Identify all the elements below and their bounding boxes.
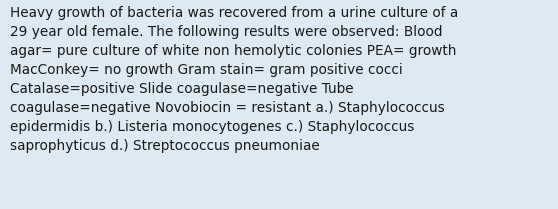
Text: Heavy growth of bacteria was recovered from a urine culture of a
29 year old fem: Heavy growth of bacteria was recovered f…: [10, 6, 458, 153]
